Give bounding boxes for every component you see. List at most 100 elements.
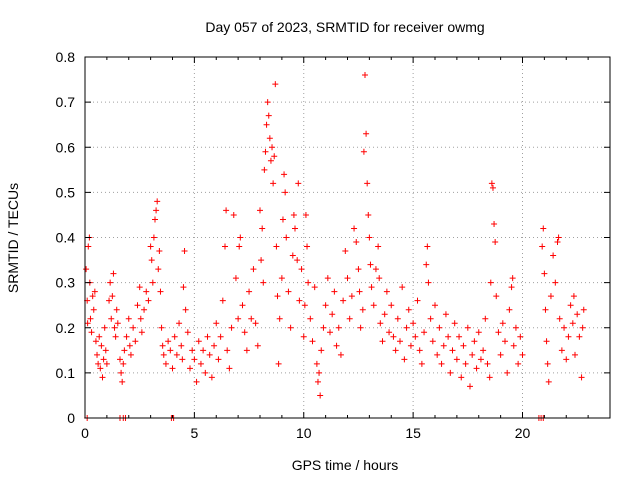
data-point	[307, 315, 314, 322]
y-tick-label: 0.3	[56, 275, 76, 291]
data-point	[550, 252, 557, 259]
data-point	[85, 243, 92, 250]
data-point	[145, 297, 152, 304]
data-point	[276, 315, 283, 322]
data-point	[438, 360, 445, 367]
data-point	[484, 360, 491, 367]
data-point	[499, 320, 506, 327]
data-point	[412, 333, 419, 340]
data-point	[401, 356, 408, 363]
data-point	[487, 279, 494, 286]
data-point	[329, 311, 336, 318]
data-point	[138, 329, 145, 336]
data-point	[91, 288, 98, 295]
x-tick-label: 0	[81, 425, 89, 441]
data-point	[375, 243, 382, 250]
data-point	[126, 342, 133, 349]
data-point	[136, 284, 143, 291]
data-point	[269, 144, 276, 151]
data-point	[94, 351, 101, 358]
data-point	[259, 225, 266, 232]
data-point	[547, 293, 554, 300]
data-point	[363, 130, 370, 137]
data-point	[279, 216, 286, 223]
data-point	[283, 234, 290, 241]
data-point	[200, 347, 207, 354]
data-point	[436, 324, 443, 331]
data-point	[317, 392, 324, 399]
data-point	[407, 342, 414, 349]
data-point	[429, 338, 436, 345]
data-point	[117, 356, 123, 363]
data-point	[257, 207, 263, 214]
data-point	[282, 189, 289, 196]
data-point	[366, 234, 373, 241]
data-point	[333, 342, 340, 349]
data-point	[403, 324, 410, 331]
data-point	[83, 266, 90, 273]
data-point	[265, 112, 272, 119]
data-point	[236, 243, 243, 250]
data-point	[267, 157, 274, 164]
data-point	[252, 320, 259, 327]
data-point	[563, 356, 570, 363]
chart-title: Day 057 of 2023, SRMTID for receiver owm…	[205, 19, 484, 35]
data-point	[195, 338, 202, 345]
data-point	[106, 297, 113, 304]
data-point	[314, 378, 321, 385]
data-point	[558, 347, 565, 354]
data-point	[215, 356, 222, 363]
data-point	[143, 288, 150, 295]
data-point	[155, 266, 162, 273]
data-point	[176, 320, 183, 327]
data-point	[295, 180, 302, 187]
x-tick-label: 15	[405, 425, 421, 441]
data-point	[453, 356, 460, 363]
data-point	[475, 329, 482, 336]
data-point	[399, 284, 406, 291]
data-point	[561, 324, 568, 331]
data-point	[394, 315, 401, 322]
data-point	[353, 239, 360, 246]
data-point	[179, 356, 186, 363]
data-point	[92, 338, 99, 345]
data-point	[181, 248, 188, 255]
data-point	[569, 320, 576, 327]
data-point	[187, 365, 193, 372]
data-point	[576, 333, 583, 340]
axis-ticks: 0 0.1 0.2 0.3 0.4 0.5 0.6 0.7 0.8 0 5 10 15 20	[56, 49, 610, 441]
data-point	[434, 351, 441, 358]
data-point	[570, 293, 577, 300]
data-point	[173, 351, 180, 358]
data-point	[543, 338, 550, 345]
data-point	[372, 266, 379, 273]
data-point	[254, 342, 261, 349]
data-point	[87, 315, 94, 322]
data-point	[542, 306, 549, 313]
data-point	[160, 351, 167, 358]
data-point	[302, 211, 309, 218]
data-point	[539, 243, 546, 250]
data-point	[298, 266, 305, 273]
data-point	[202, 369, 209, 376]
data-point	[112, 333, 119, 340]
data-point	[239, 302, 246, 309]
data-point	[89, 293, 96, 300]
data-point	[552, 279, 559, 286]
data-point	[486, 374, 493, 381]
data-point	[226, 365, 233, 372]
data-point	[180, 284, 187, 291]
data-point	[191, 356, 198, 363]
data-point	[223, 207, 230, 214]
data-point	[510, 342, 517, 349]
data-point	[383, 288, 390, 295]
data-point	[127, 351, 134, 358]
data-point	[355, 266, 362, 273]
data-point	[456, 333, 463, 340]
data-point	[447, 369, 454, 376]
data-point	[107, 279, 114, 286]
data-point	[197, 360, 204, 367]
data-point	[464, 324, 471, 331]
data-point	[149, 279, 156, 286]
